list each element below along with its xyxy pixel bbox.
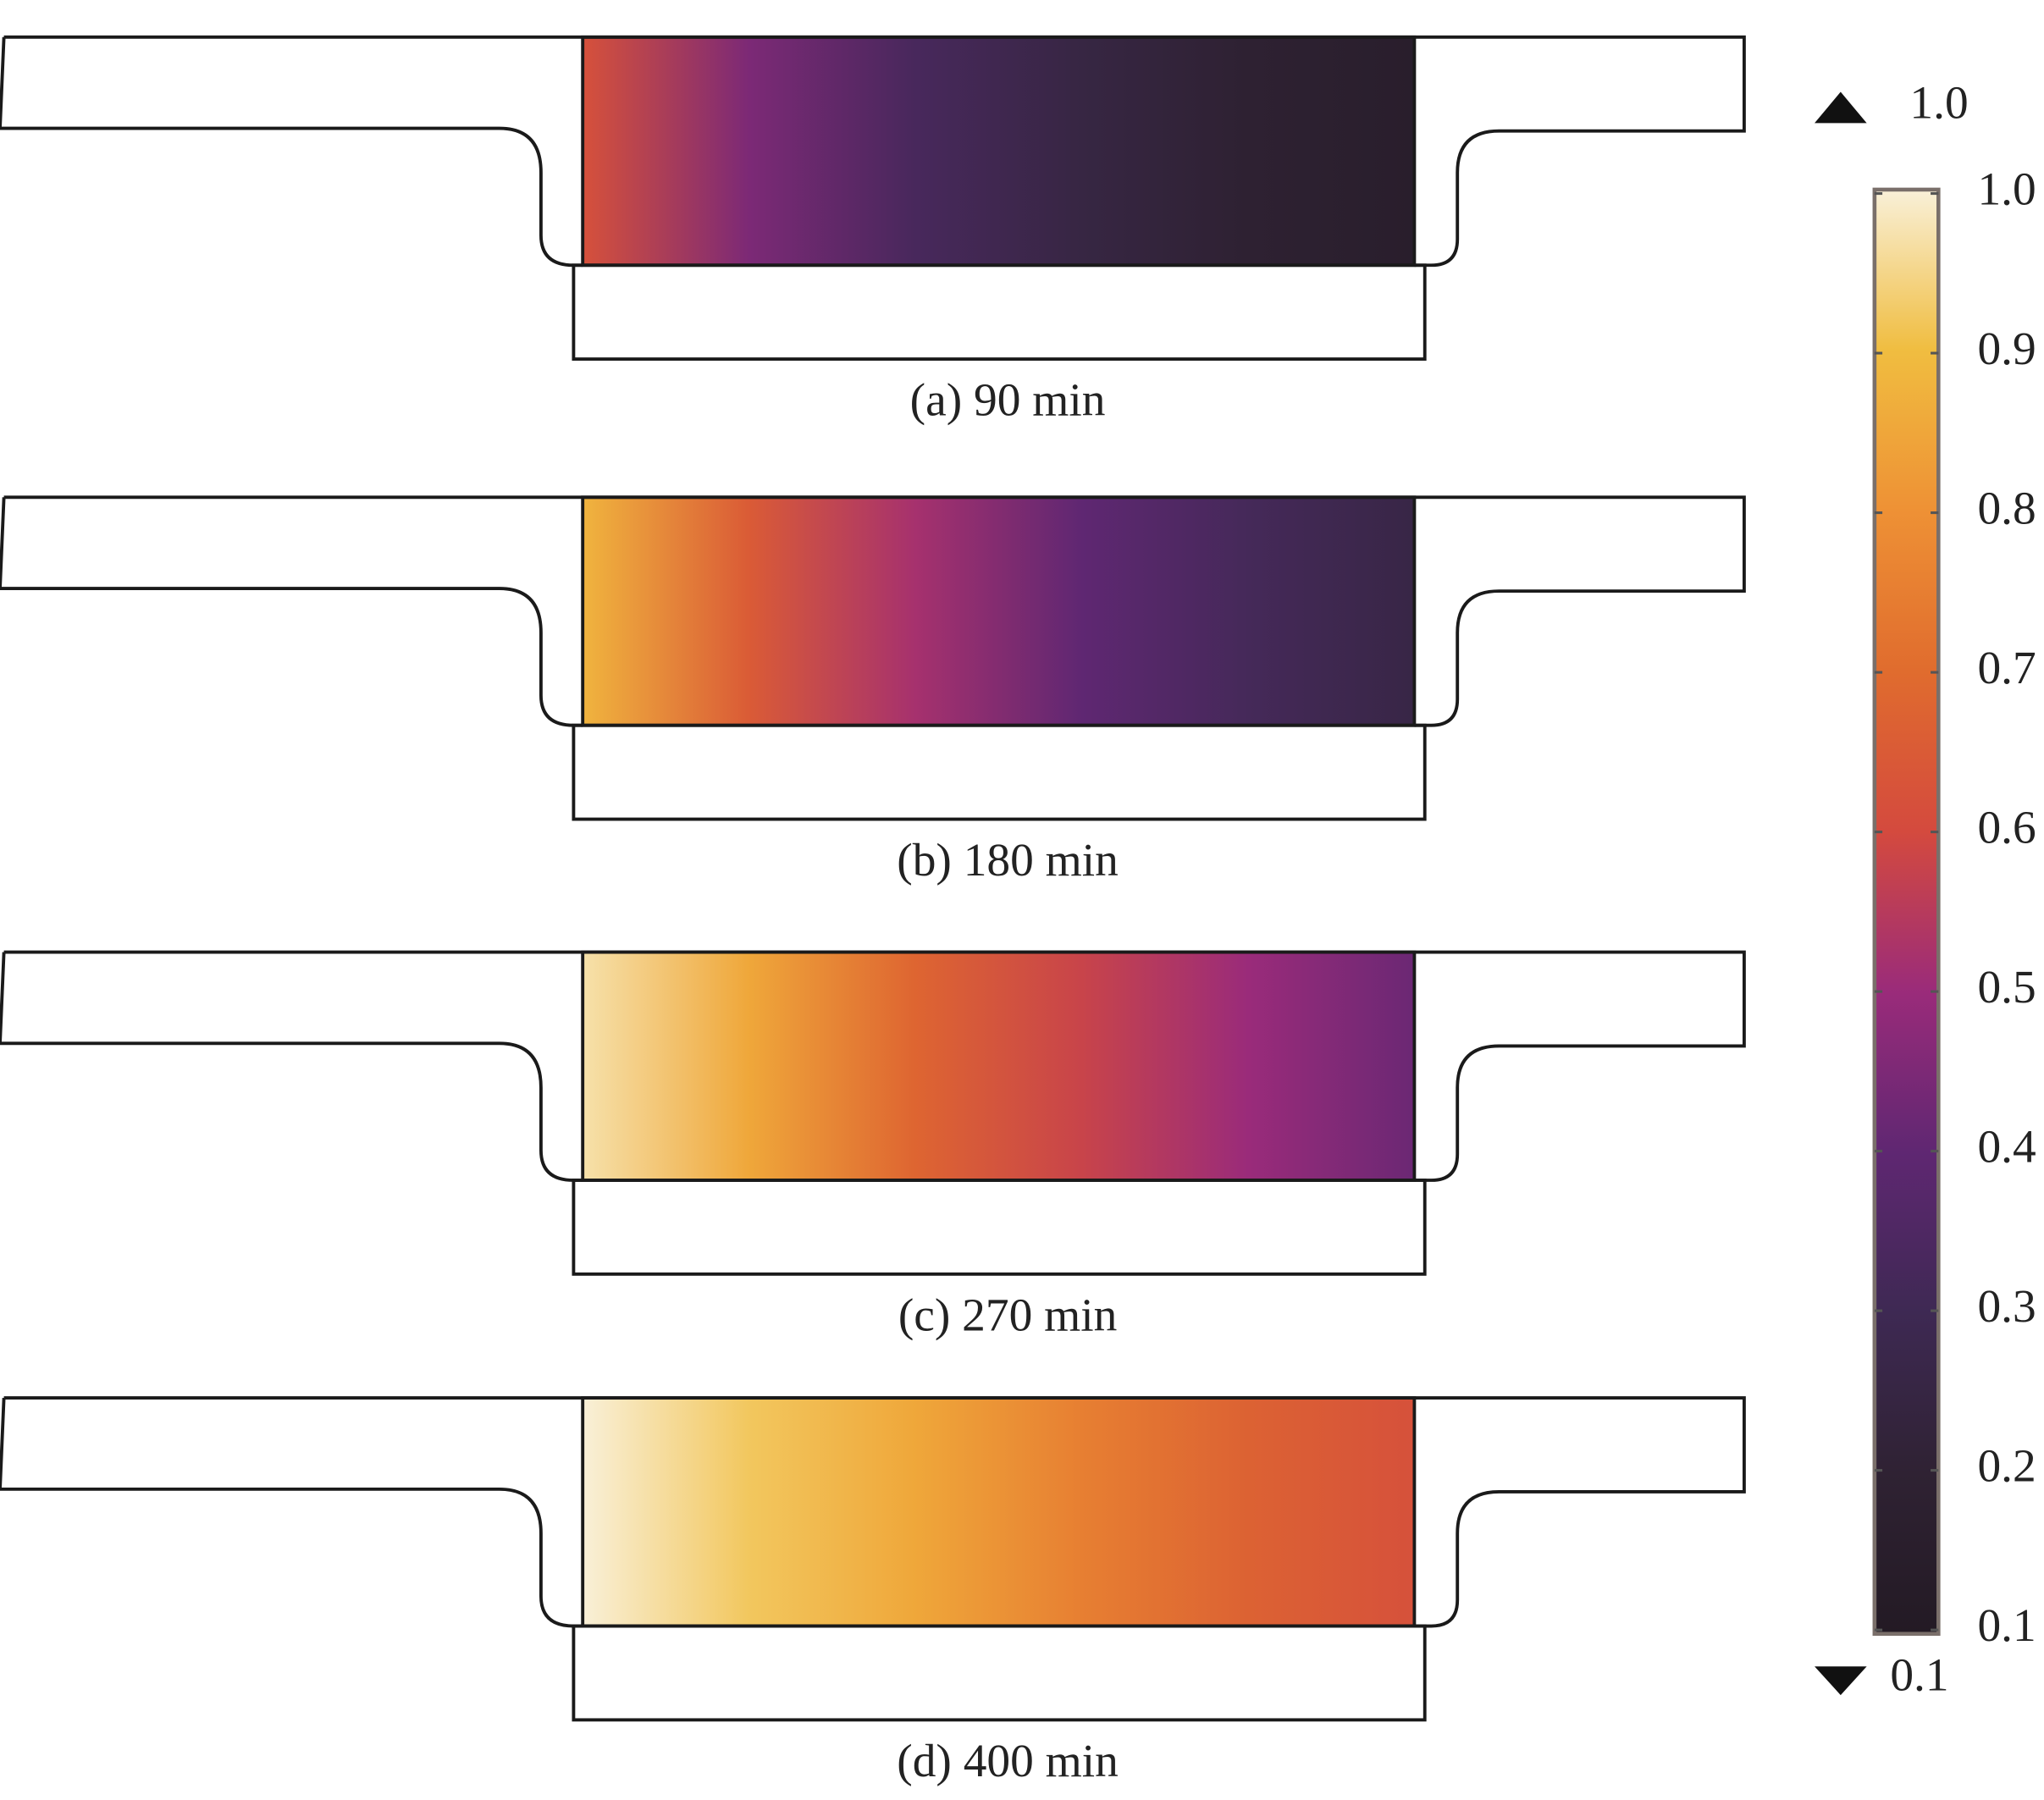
max-label: 1.0 (1909, 77, 1968, 129)
mold-outline (0, 1396, 1746, 1628)
colorbar-tick-label: 0.9 (1977, 323, 2036, 374)
colorbar (1872, 187, 1941, 1637)
colorbar-tick-label: 0.7 (1977, 642, 2036, 693)
mold-outline (0, 35, 1746, 268)
mold-outline (0, 495, 1746, 727)
field-region (581, 950, 1417, 1182)
colorbar-tick-label: 1.0 (1977, 163, 2036, 214)
mold-outline (0, 950, 1746, 1182)
base-plate (572, 1179, 1427, 1276)
base-plate (572, 723, 1427, 821)
field-region (581, 1396, 1417, 1628)
field-region (581, 35, 1417, 268)
colorbar-tick-label: 0.8 (1977, 482, 2036, 533)
colorbar-tick-label: 0.4 (1977, 1120, 2036, 1172)
colorbar-tick-label: 0.1 (1977, 1599, 2036, 1651)
panel-caption: (c) 270 min (898, 1289, 1118, 1340)
panel-caption: (b) 180 min (897, 834, 1119, 886)
panel-caption: (a) 90 min (910, 374, 1106, 426)
min-marker (1815, 1666, 1867, 1696)
colorbar-tick-label: 0.5 (1977, 961, 2036, 1013)
min-label: 0.1 (1890, 1648, 1948, 1700)
base-plate (572, 263, 1427, 362)
base-plate (572, 1624, 1427, 1722)
field-region (581, 495, 1417, 727)
colorbar-tick-label: 0.3 (1977, 1280, 2036, 1332)
max-marker (1815, 91, 1867, 124)
panel-caption: (d) 400 min (897, 1735, 1119, 1786)
colorbar-tick-label: 0.6 (1977, 801, 2036, 853)
colorbar-tick-label: 0.2 (1977, 1439, 2036, 1491)
